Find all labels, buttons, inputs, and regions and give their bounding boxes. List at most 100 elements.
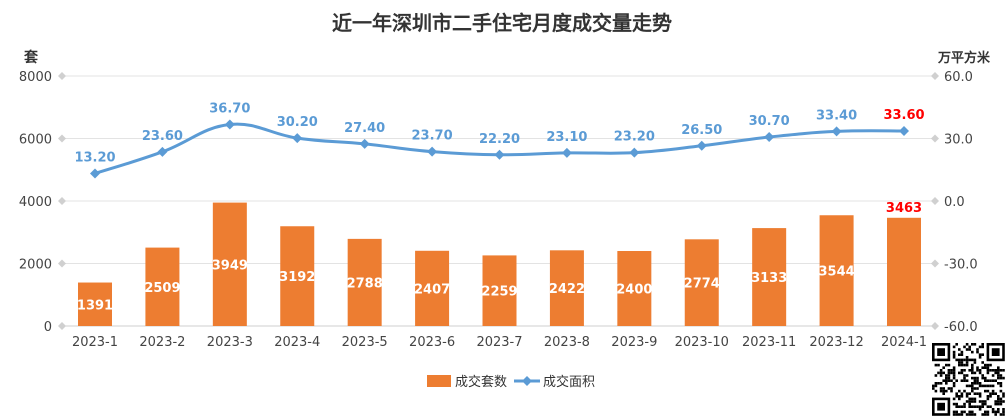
tick-diamond-icon [58,197,66,205]
x-tick-label: 2023-8 [544,335,590,350]
legend-bar-label: 成交套数 [455,374,507,390]
x-tick-label: 2023-5 [342,335,388,350]
bar-value-label: 2400 [616,283,652,298]
line-value-label: 23.20 [614,130,655,145]
bar-value-label: 3463 [886,201,922,216]
line-point[interactable] [899,126,909,136]
bar-value-label: 3544 [818,265,854,280]
line-point[interactable] [427,146,438,157]
line-value-label: 26.50 [681,123,722,138]
x-tick-label: 2023-1 [72,335,118,350]
legend-item-line[interactable]: 成交面积 [514,374,595,390]
line-point[interactable] [90,168,100,179]
line-value-label: 33.40 [816,108,857,123]
x-tick-label: 2024-1 [881,335,927,350]
tick-diamond-icon [931,259,939,268]
bar-value-label: 2422 [549,282,585,297]
bar-value-label: 3949 [212,258,248,273]
bar-value-label: 2407 [414,282,450,297]
left-tick-label: 2000 [19,258,52,273]
line-point[interactable] [831,126,842,137]
line-series: 13.20 23.60 36.70 30.20 27.40 23.70 22.20 23.10… [74,102,925,179]
line-value-label: 23.70 [412,129,453,144]
x-tick-label: 2023-3 [207,335,253,350]
legend-bar-swatch [427,375,451,387]
tick-diamond-icon [58,322,66,330]
line-value-label: 30.70 [749,114,790,129]
left-tick-label: 8000 [19,70,52,85]
tick-diamond-icon [58,259,66,268]
tick-diamond-icon [931,197,939,205]
right-tick-label: -60.0 [944,320,978,335]
x-tick-label: 2023-7 [476,335,522,350]
bar[interactable] [145,247,180,326]
bar[interactable] [347,238,382,326]
bar-value-label: 3133 [751,271,787,286]
x-tick-label: 2023-12 [809,335,863,350]
line-value-label: 27.40 [344,121,385,136]
line-value-label: 33.60 [883,108,924,123]
tick-diamond-icon [931,134,939,143]
line-point[interactable] [629,147,640,158]
line-point[interactable] [561,147,572,158]
tick-diamond-icon [931,322,939,330]
grid: 0 -60.0 2000 -30.0 4000 0.0 6000 30.0 8000 60.0 [19,70,978,335]
legend: 成交套数 成交面积 [427,374,595,390]
bar-value-label: 3192 [279,270,315,285]
bar[interactable] [482,255,517,326]
line-point[interactable] [359,138,370,149]
bar[interactable] [212,202,247,326]
chart-title: 近一年深圳市二手住宅月度成交量走势 [332,11,672,35]
x-tick-label: 2023-6 [409,335,455,350]
left-tick-label: 0 [44,320,52,335]
line-point[interactable] [764,132,775,143]
bar-value-label: 2259 [481,285,517,300]
right-axis-label: 万平方米 [937,50,991,66]
tick-diamond-icon [931,72,939,80]
bar[interactable] [684,239,719,326]
legend-diamond-icon [522,376,532,386]
legend-item-bar[interactable]: 成交套数 [427,374,507,390]
line-point[interactable] [494,149,505,160]
bar[interactable] [280,226,315,326]
right-tick-label: -30.0 [944,258,978,273]
qr-code [932,343,1005,416]
bar-value-label: 2774 [684,277,720,292]
bar[interactable] [887,217,921,326]
x-tick-label: 2023-4 [274,335,320,350]
right-tick-label: 30.0 [944,133,973,148]
left-axis-label: 套 [24,49,38,66]
line-point[interactable] [696,140,707,151]
bar[interactable] [78,282,112,326]
bars: 1391 2509 3949 3192 2788 2407 2259 2422 2400 2774… [77,201,922,326]
bar[interactable] [752,228,787,326]
right-tick-label: 60.0 [944,70,973,85]
line-value-label: 23.10 [546,130,587,145]
x-tick-label: 2023-10 [675,335,729,350]
line-value-label: 13.20 [74,151,115,166]
x-tick-label: 2023-9 [611,335,657,350]
bar[interactable] [819,215,854,326]
x-axis-labels: 2023-1 2023-2 2023-3 2023-4 2023-5 2023-6 2023… [72,335,927,350]
bar[interactable] [415,250,450,326]
left-tick-label: 4000 [19,195,52,210]
line-value-label: 23.60 [142,129,183,144]
line-value-label: 30.20 [277,115,318,130]
bar-value-label: 2509 [144,281,180,296]
line-value-label: 22.20 [479,132,520,147]
left-tick-label: 6000 [19,133,52,148]
line-point[interactable] [292,133,303,144]
bar-value-label: 2788 [347,276,383,291]
tick-diamond-icon [58,134,66,143]
x-tick-label: 2023-11 [742,335,796,350]
bar[interactable] [549,250,584,326]
right-tick-label: 0.0 [944,195,965,210]
tick-diamond-icon [58,72,66,80]
bar-value-label: 1391 [77,298,113,313]
line-value-label: 36.70 [209,102,250,117]
line-point[interactable] [157,146,168,157]
line-point[interactable] [224,119,235,130]
bar[interactable] [617,251,652,326]
legend-line-label: 成交面积 [543,374,595,390]
